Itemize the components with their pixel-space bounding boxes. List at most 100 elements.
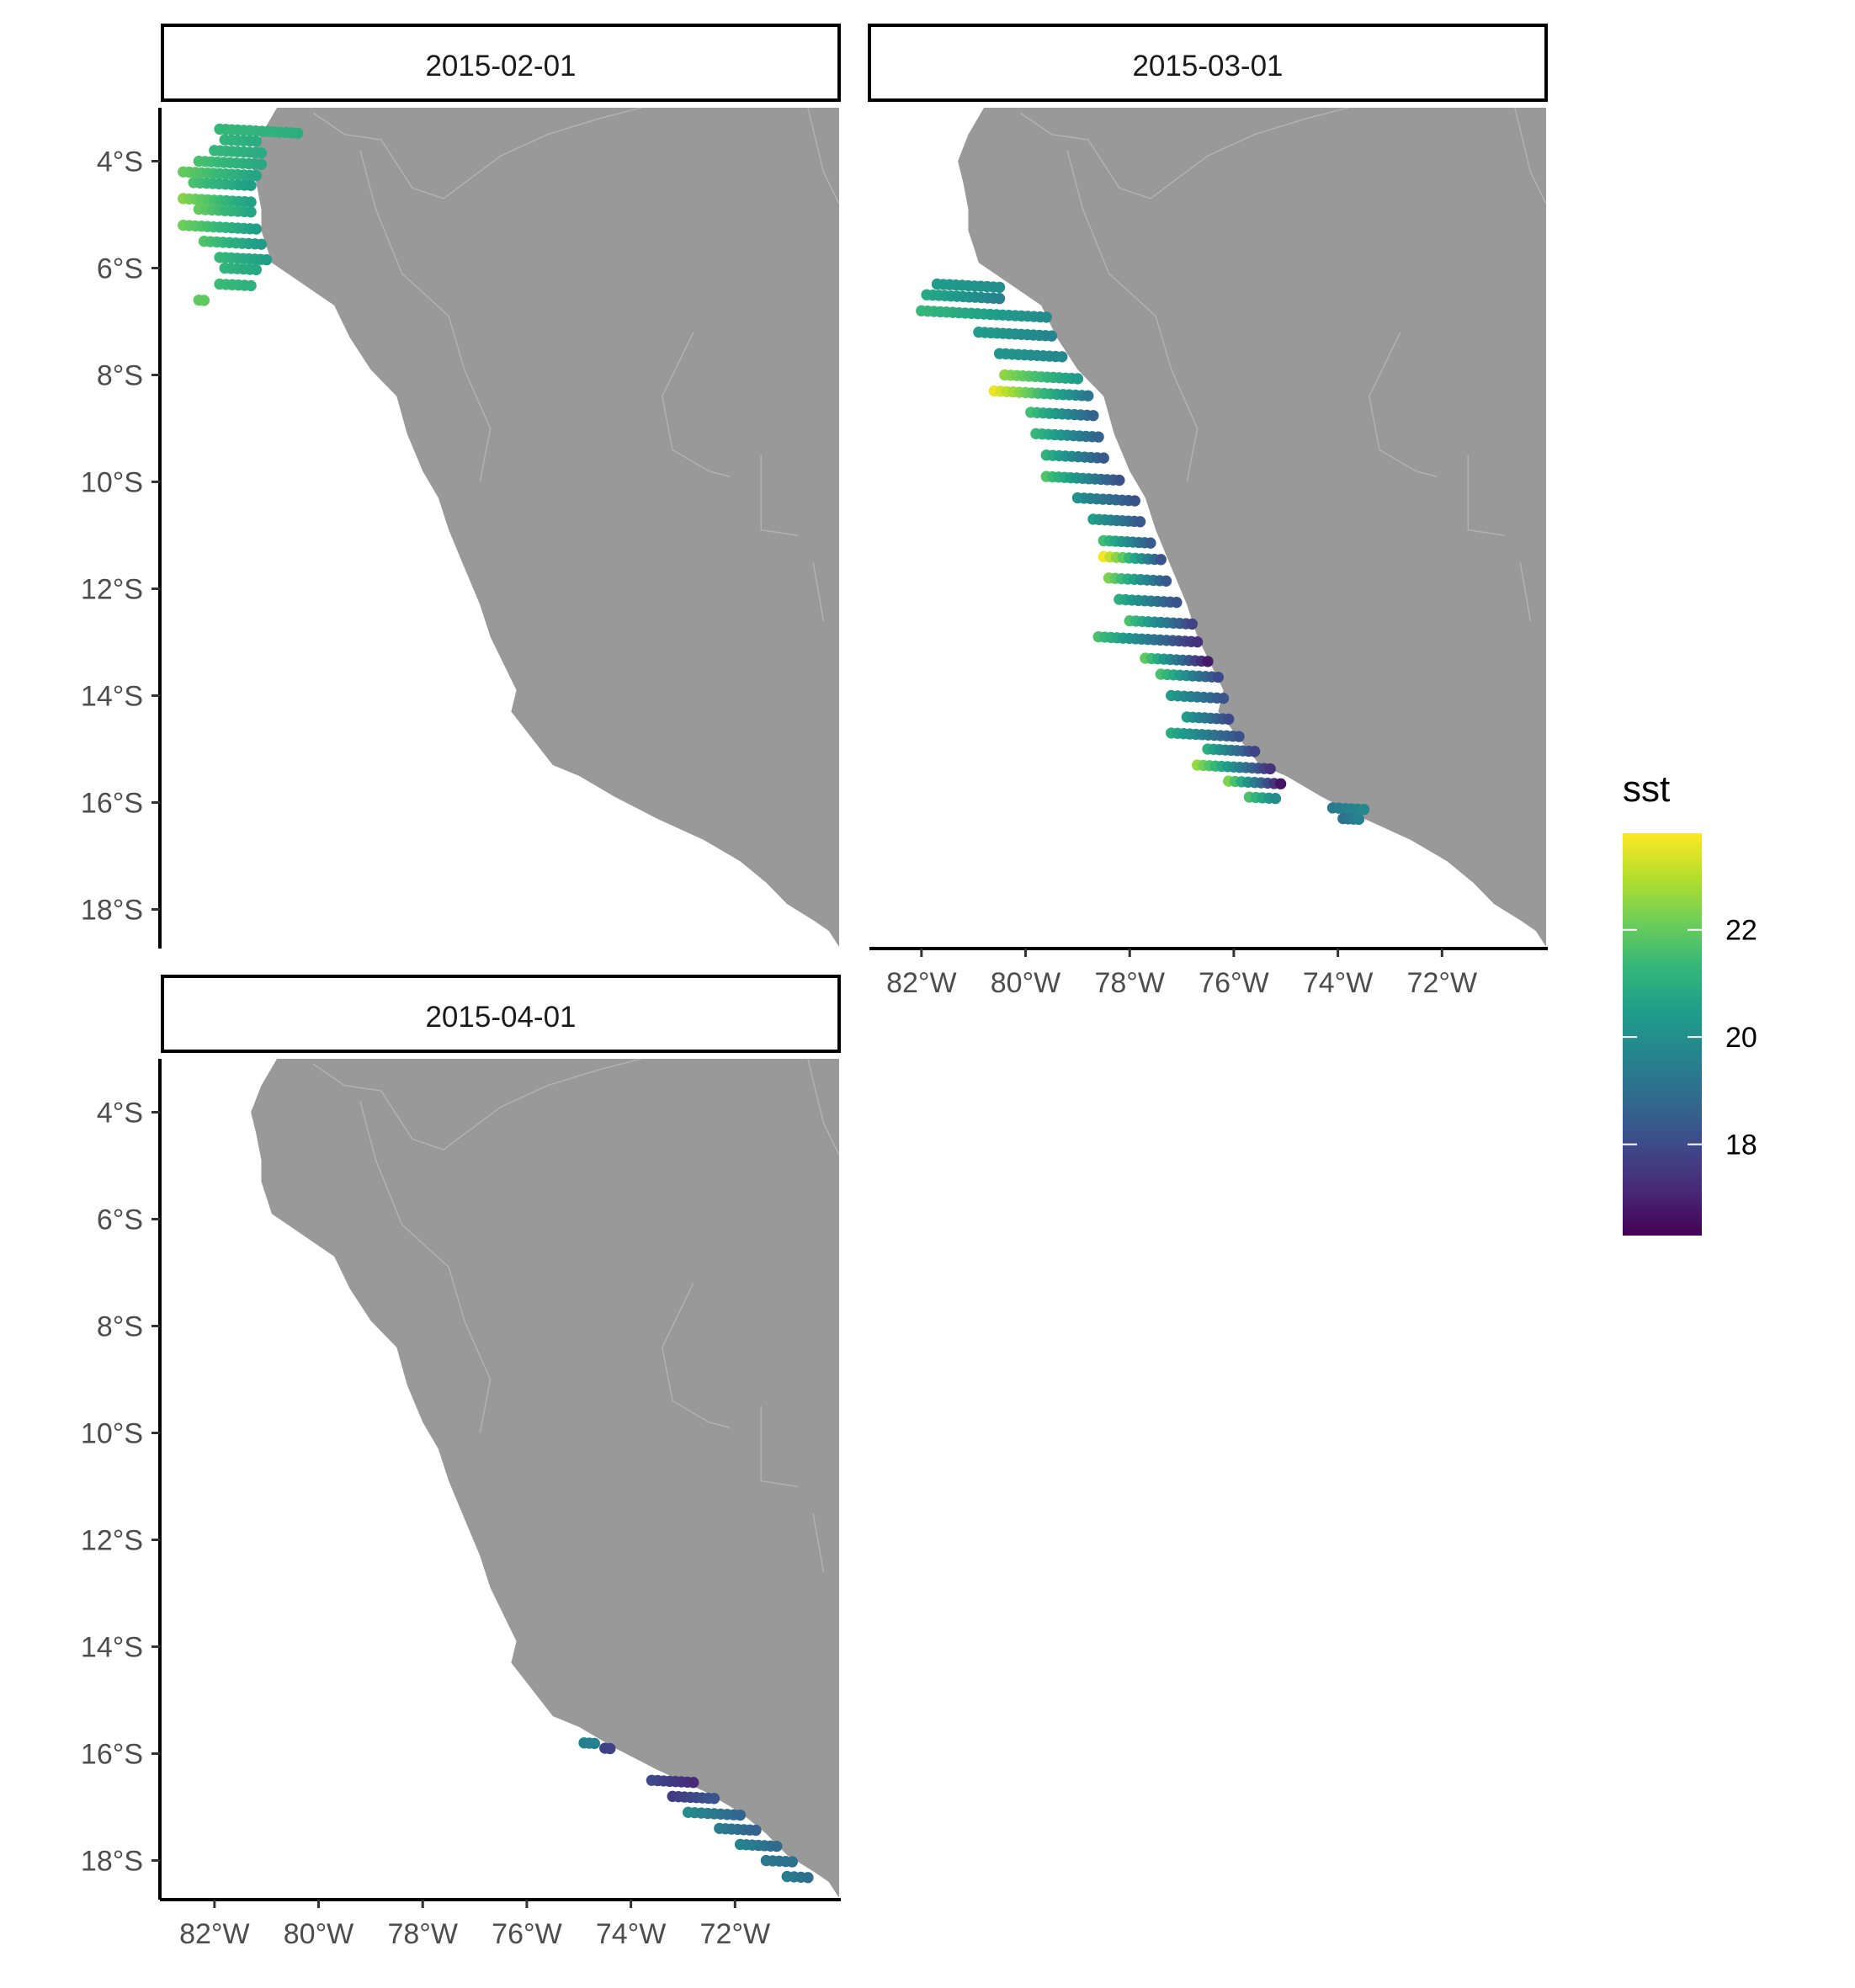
sst-point [1358,804,1370,816]
x-tick-label: 74°W [1303,967,1374,999]
sst-point [688,1777,699,1789]
sst-point [261,254,273,266]
sst-point [250,223,262,235]
x-axis-ticks: 82°W 80°W 78°W 76°W 74°W 72°W [886,949,1477,999]
x-tick-label: 76°W [492,1918,562,1950]
country-border [1369,332,1438,477]
y-tick-label: 12°S [81,1524,143,1556]
sst-point [1223,713,1235,726]
map-area [251,1059,839,1898]
sst-point [1155,554,1167,566]
land-polygon [958,108,1546,947]
facet-panel-3: 2015-04-01 4°S 6°S 8°S 10°S 12°S 14°S 16°S 18°S… [81,975,841,1950]
y-tick-label: 16°S [81,787,143,819]
sst-point [292,127,304,139]
sst-point [1264,763,1276,775]
sst-point [993,281,1006,294]
sst-point [1192,636,1204,648]
y-tick-label: 18°S [81,894,143,926]
x-tick-label: 74°W [596,1918,667,1950]
sst-point [1071,373,1084,385]
facet-panel-1: 2015-02-01 4°S 6°S 8°S 10°S 12°S 14°S 16°S 18°S [81,24,841,949]
sst-point [250,170,262,182]
x-tick-label: 72°W [1407,967,1478,999]
country-border [359,150,492,482]
sst-point [245,279,257,292]
sst-point [1274,778,1287,789]
sst-point [1249,746,1261,757]
sst-point [1145,537,1156,549]
legend-tick-label: 18 [1725,1130,1757,1161]
sst-point [250,263,262,276]
sst-point [1056,351,1068,363]
y-tick-label: 8°S [97,359,143,391]
legend-ticks: 18 20 22 [1623,915,1757,1161]
strip-label: 2015-03-01 [1132,50,1283,82]
y-tick-label: 10°S [81,1417,143,1449]
sst-point [588,1737,600,1750]
map-area [178,108,839,947]
strip-box [161,24,841,102]
country-border [1066,150,1199,482]
strip-box [161,975,841,1053]
sst-point [1269,793,1282,805]
y-tick-label: 18°S [81,1845,143,1877]
country-border [662,332,731,477]
sst-point [1129,495,1141,507]
y-tick-label: 6°S [97,252,143,284]
country-border [312,108,642,199]
sst-point [198,295,210,306]
legend-colorbar [1623,833,1702,1236]
sst-point [1186,618,1199,630]
color-legend: sst 18 20 22 [1623,768,1757,1236]
legend-tick-label: 22 [1725,915,1757,947]
sst-point [255,158,268,170]
country-border [359,1101,492,1433]
legend-tick-label: 20 [1725,1022,1757,1054]
sst-point [750,1824,762,1837]
country-border [812,561,825,621]
sst-point [1233,731,1245,742]
sst-point [1217,693,1230,704]
land-polygon [251,1059,839,1898]
sst-point [245,206,257,218]
sst-point [1202,656,1214,667]
x-tick-label: 76°W [1199,967,1269,999]
y-tick-label: 14°S [81,680,143,712]
sst-point [1353,813,1365,826]
sst-point [1098,452,1109,464]
sst-point [245,196,257,208]
y-axis-ticks: 4°S 6°S 8°S 10°S 12°S 14°S 16°S 18°S [81,146,160,926]
y-axis-ticks: 4°S 6°S 8°S 10°S 12°S 14°S 16°S 18°S [81,1097,160,1877]
country-border [312,1059,642,1151]
strip-box [868,24,1548,102]
strip-label: 2015-04-01 [425,1001,576,1034]
y-tick-label: 14°S [81,1631,143,1663]
country-border [760,454,798,536]
sst-point [993,293,1006,305]
country-border [1467,454,1505,536]
country-border [662,1283,731,1428]
y-tick-label: 8°S [97,1310,143,1342]
sst-point [1134,516,1146,528]
strip-label: 2015-02-01 [425,50,576,82]
x-tick-label: 78°W [1094,967,1165,999]
country-border [812,1512,825,1572]
x-axis-ticks: 82°W 80°W 78°W 76°W 74°W 72°W [179,1900,770,1950]
sst-point [1212,671,1224,683]
sst-point [255,238,268,250]
sst-point [1087,410,1099,422]
x-tick-label: 82°W [179,1918,250,1950]
sst-point [250,136,262,147]
y-tick-label: 4°S [97,1097,143,1129]
country-border [807,108,839,205]
sst-point [1160,575,1172,587]
sst-point [708,1793,720,1805]
y-tick-label: 10°S [81,466,143,498]
map-area [916,108,1546,947]
sst-point [1045,330,1058,342]
legend-title: sst [1623,768,1670,810]
sst-point [604,1742,616,1755]
sst-point [786,1856,798,1868]
